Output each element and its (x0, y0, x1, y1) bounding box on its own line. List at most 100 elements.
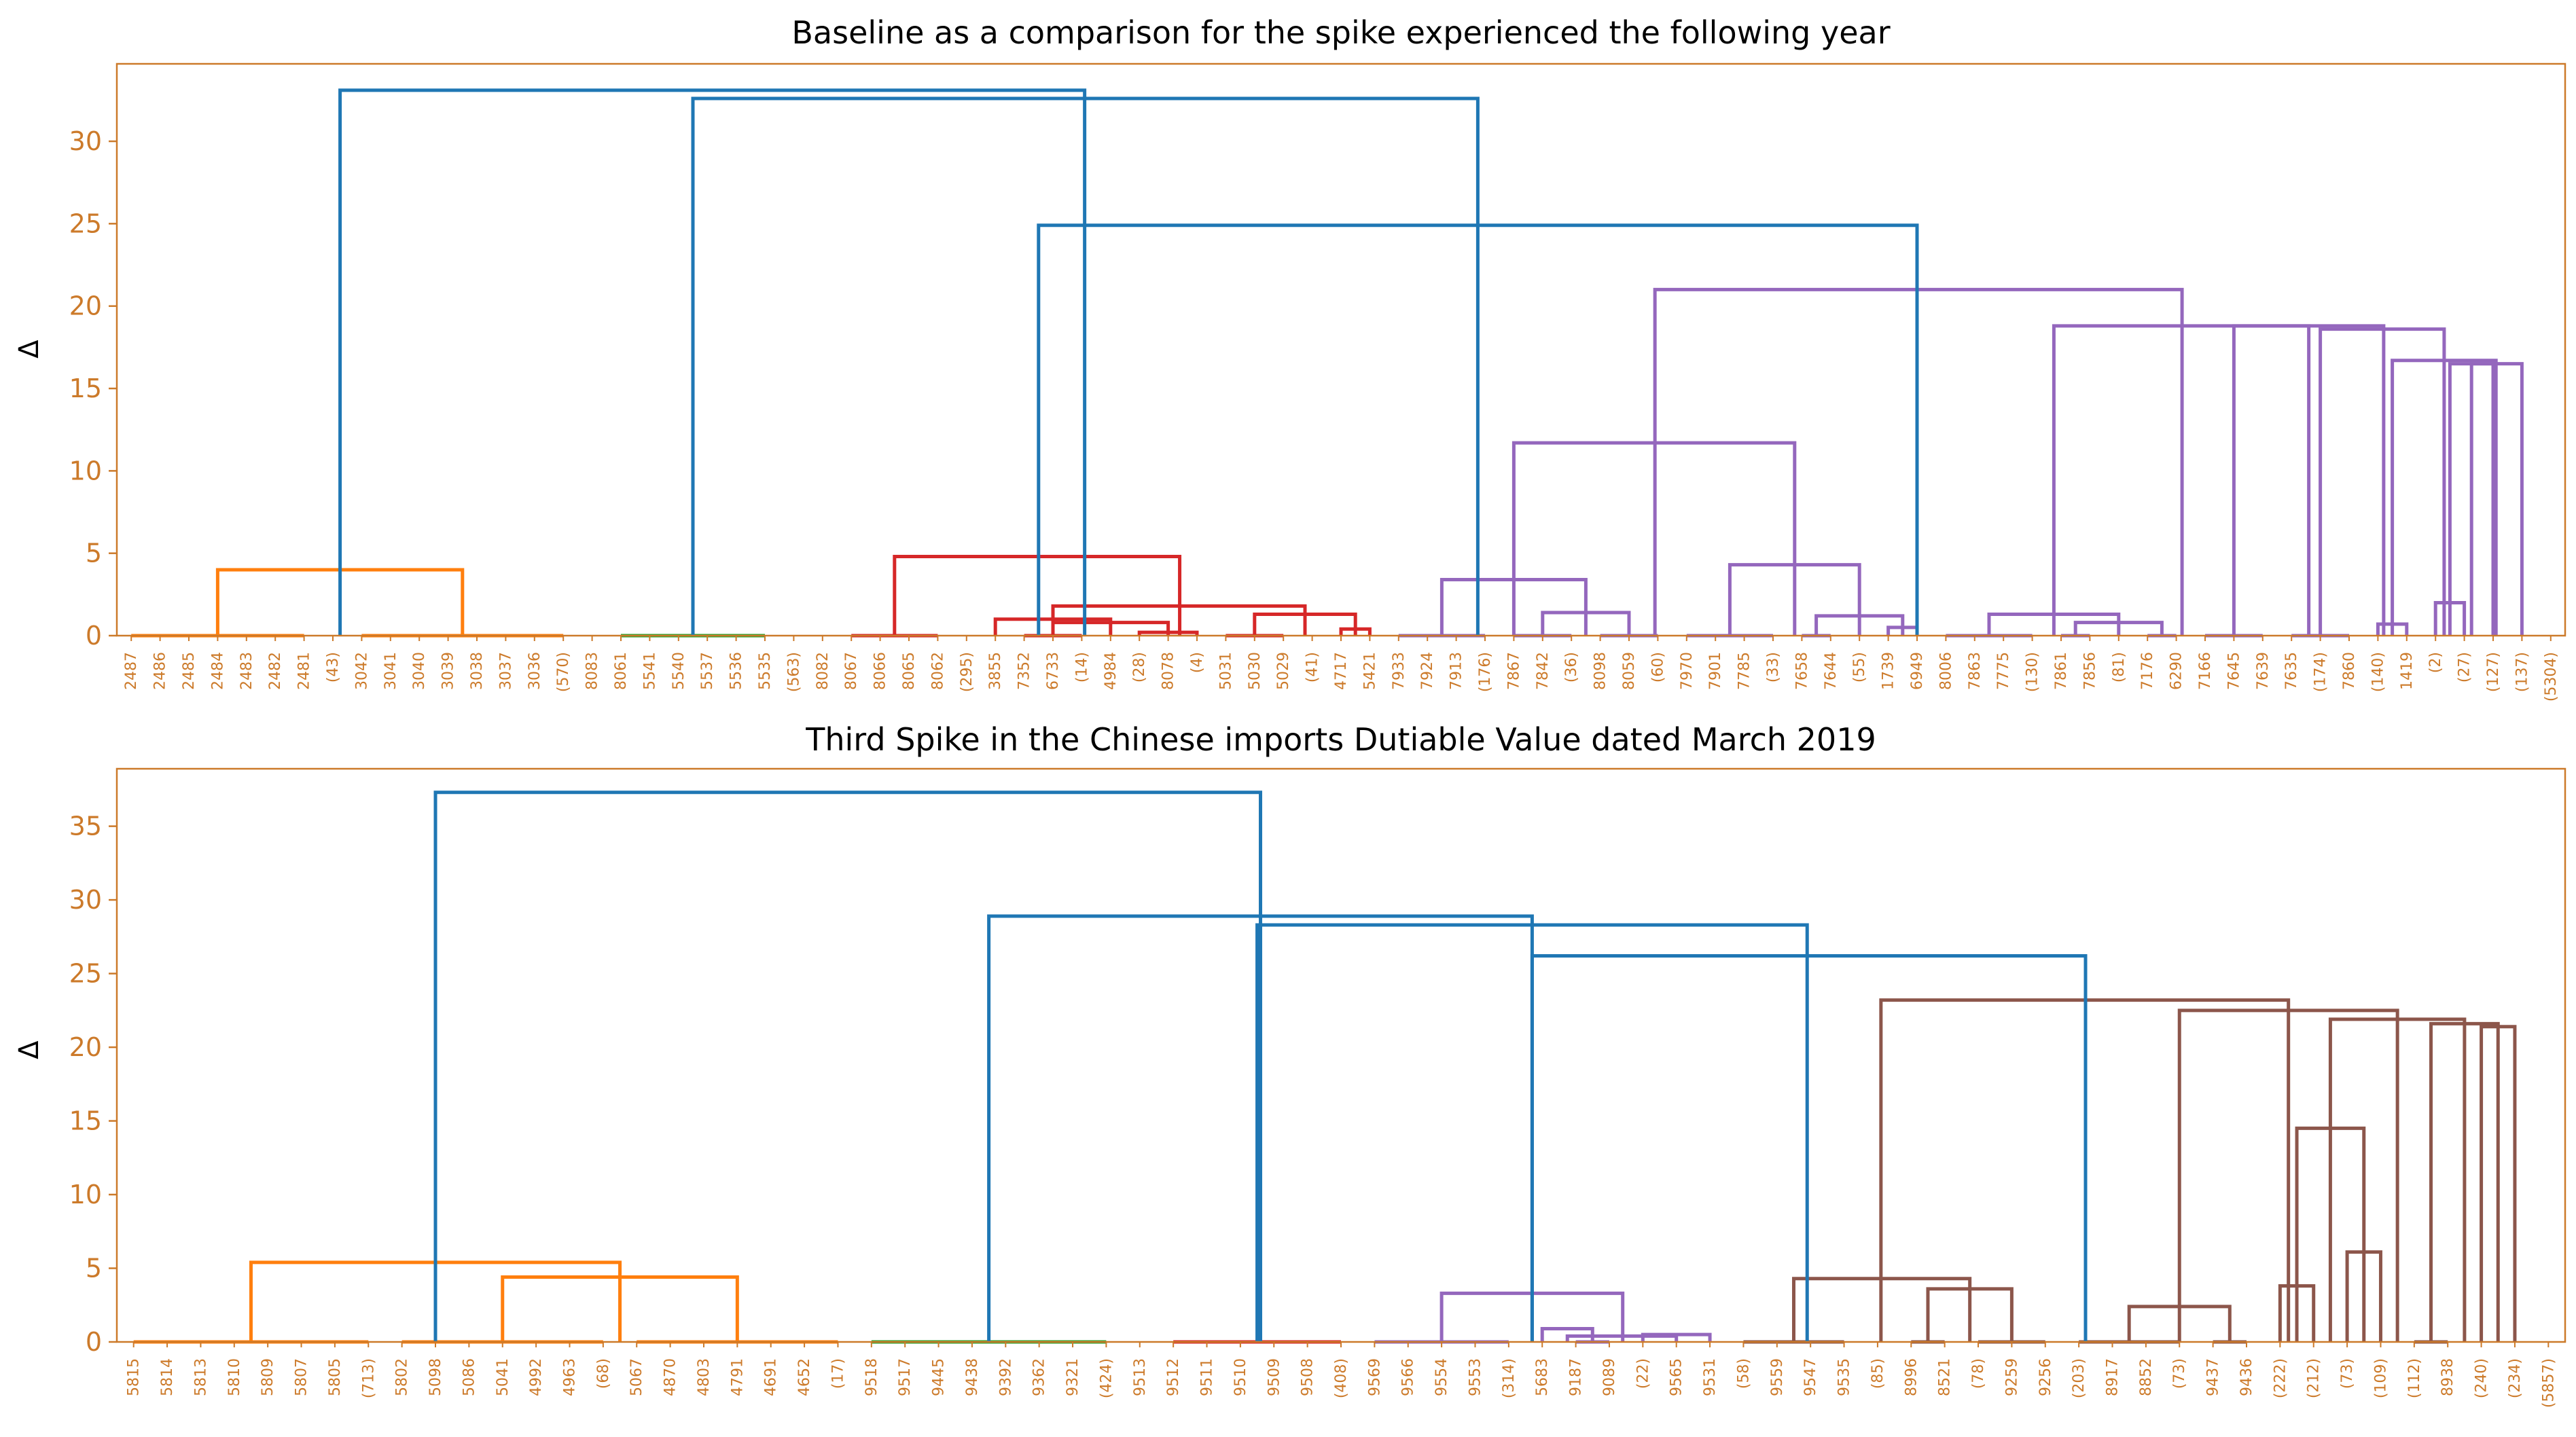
leaf-label: 9510 (1232, 1358, 1249, 1396)
leaf-label: (314) (1501, 1358, 1518, 1398)
leaf-label: (78) (1970, 1358, 1987, 1389)
leaf-label: 7901 (1707, 652, 1724, 690)
leaf-label: 3037 (497, 652, 514, 690)
leaf-label: 8065 (901, 652, 918, 690)
leaf-label: 7924 (1419, 652, 1436, 690)
leaf-label: (68) (595, 1358, 612, 1389)
plot-frame-bottom (115, 767, 2566, 1343)
dendrogram-links-bottom (133, 790, 2517, 1344)
leaf-label: 8061 (613, 652, 630, 690)
y-tick-label: 30 (69, 885, 102, 915)
leaf-label: 4717 (1333, 652, 1350, 690)
leaf-label: 5086 (461, 1358, 478, 1396)
leaf-label: (14) (1073, 652, 1090, 683)
leaf-label: (137) (2514, 652, 2530, 692)
leaf-label: (424) (1098, 1358, 1115, 1398)
leaf-label: 5683 (1534, 1358, 1551, 1396)
dendrogram-link-above (433, 790, 1263, 1342)
leaf-label: 3040 (411, 652, 428, 690)
leaf-label: 9508 (1300, 1358, 1317, 1396)
leaf-label: 5814 (159, 1358, 176, 1396)
leaf-label: 9535 (1836, 1358, 1853, 1396)
leaf-label: (85) (1870, 1358, 1886, 1389)
leaf-label: 8083 (584, 652, 601, 690)
y-axis-label-bottom: Δ (14, 1040, 45, 1059)
leaf-label: (713) (360, 1358, 377, 1398)
leaf-label: (73) (2339, 1358, 2356, 1389)
leaf-label: 5810 (226, 1358, 243, 1396)
y-tick-label: 30 (69, 126, 102, 156)
leaf-label: (73) (2171, 1358, 2188, 1389)
leaf-label: 5031 (1217, 652, 1234, 690)
leaf-label: 7842 (1535, 652, 1552, 690)
leaf-label: (212) (2306, 1358, 2323, 1398)
leaf-label: (36) (1563, 652, 1580, 683)
leaf-label: 8098 (1592, 652, 1609, 690)
y-tick-label: 5 (86, 1254, 102, 1284)
leaf-label: 9565 (1668, 1358, 1685, 1396)
leaf-label: 3036 (526, 652, 543, 690)
leaf-label: (17) (829, 1358, 846, 1389)
leaf-label: 7856 (2081, 652, 2098, 690)
leaf-label: 8917 (2105, 1358, 2122, 1396)
leaf-label: 5067 (628, 1358, 645, 1396)
leaf-label: (33) (1765, 652, 1782, 683)
leaf-label: 5805 (327, 1358, 344, 1396)
leaf-label: 2485 (181, 652, 198, 690)
leaf-label: (176) (1477, 652, 1494, 692)
leaf-label: 9321 (1065, 1358, 1081, 1396)
leaf-label: 8521 (1937, 1358, 1954, 1396)
leaf-label: 4652 (796, 1358, 813, 1396)
leaf-label: (203) (2071, 1358, 2088, 1398)
leaf-label: 7970 (1679, 652, 1696, 690)
leaf-label: 9437 (2205, 1358, 2222, 1396)
leaf-label: 7352 (1016, 652, 1033, 690)
leaf-label: 7639 (2255, 652, 2272, 690)
leaf-label: 9553 (1467, 1358, 1484, 1396)
leaf-label: (27) (2456, 652, 2473, 683)
chart-title-bottom: Third Spike in the Chinese imports Dutia… (805, 721, 1876, 758)
leaf-label: 1739 (1880, 652, 1897, 690)
y-axis-top: 0 5 10 15 20 25 30 (69, 126, 117, 651)
y-tick-label: 10 (69, 456, 102, 486)
leaf-label: (174) (2312, 652, 2329, 692)
leaf-label: 7644 (1823, 652, 1840, 690)
y-tick-label: 25 (69, 959, 102, 989)
leaf-label: (2) (2427, 652, 2444, 673)
chart-title-top: Baseline as a comparison for the spike e… (791, 14, 1890, 51)
leaf-label: (563) (785, 652, 802, 692)
leaf-label: 4691 (763, 1358, 780, 1396)
plot-frame-top (115, 62, 2566, 637)
leaf-label: 9259 (2003, 1358, 2020, 1396)
leaf-label: 8996 (1903, 1358, 1920, 1396)
leaf-label: 5536 (728, 652, 745, 690)
leaf-label: (408) (1333, 1358, 1350, 1398)
leaf-label: 2482 (267, 652, 284, 690)
leaf-label: 7861 (2053, 652, 2070, 690)
leaf-label: 9566 (1400, 1358, 1417, 1396)
leaf-label: (5857) (2540, 1358, 2557, 1408)
leaf-label: 5809 (260, 1358, 276, 1396)
leaf-label: 9554 (1433, 1358, 1450, 1396)
dendrogram-panel-bottom: Third Spike in the Chinese imports Dutia… (14, 721, 2566, 1408)
leaf-label: (127) (2485, 652, 2502, 692)
y-axis-label-top: Δ (14, 340, 45, 359)
leaf-label: 2486 (152, 652, 169, 690)
leaf-label: 7933 (1391, 652, 1408, 690)
leaf-label: 8082 (815, 652, 831, 690)
leaf-label: (234) (2507, 1358, 2524, 1398)
leaf-label: (22) (1634, 1358, 1651, 1389)
leaf-label: (43) (325, 652, 342, 683)
y-tick-label: 20 (69, 291, 102, 321)
leaf-label: 2483 (238, 652, 255, 690)
y-tick-label: 15 (69, 1106, 102, 1136)
y-tick-label: 10 (69, 1180, 102, 1209)
y-tick-label: 25 (69, 208, 102, 238)
leaf-label: 5807 (293, 1358, 310, 1396)
leaf-label: 2481 (296, 652, 313, 690)
leaf-label: 5541 (641, 652, 658, 690)
leaf-label: 9559 (1769, 1358, 1786, 1396)
leaf-label: 6290 (2168, 652, 2185, 690)
leaf-label: 7775 (1995, 652, 2012, 690)
leaf-label: 4791 (729, 1358, 746, 1396)
